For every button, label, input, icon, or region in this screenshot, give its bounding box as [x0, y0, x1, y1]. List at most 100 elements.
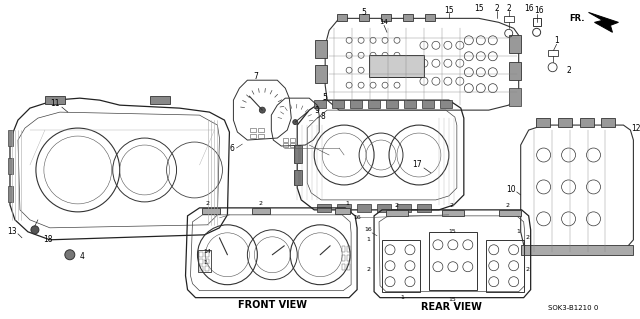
Bar [536, 118, 550, 127]
Text: 15: 15 [444, 6, 454, 15]
Text: 2: 2 [450, 204, 454, 208]
Circle shape [31, 226, 39, 234]
Bar [8, 186, 13, 202]
Bar [8, 158, 13, 174]
Bar [252, 208, 270, 214]
Text: 2: 2 [506, 204, 509, 208]
Text: 16: 16 [353, 215, 361, 220]
Bar [347, 255, 350, 261]
Bar [404, 100, 416, 108]
Text: 9: 9 [315, 106, 319, 115]
Bar [342, 246, 345, 252]
Bar [429, 232, 477, 290]
Text: 1: 1 [345, 201, 349, 206]
Bar [486, 240, 524, 292]
Text: 5: 5 [323, 93, 328, 102]
Text: 2: 2 [366, 267, 370, 272]
Bar [342, 264, 345, 270]
Bar [382, 240, 420, 292]
Bar [259, 134, 264, 138]
Text: 15: 15 [448, 229, 456, 234]
Bar [200, 266, 204, 271]
Text: 4: 4 [79, 252, 84, 261]
Text: 2: 2 [525, 235, 530, 240]
Bar [357, 204, 371, 212]
Bar [200, 259, 204, 264]
Text: 6: 6 [230, 144, 235, 152]
Bar [422, 100, 434, 108]
Circle shape [65, 250, 75, 260]
Text: 2: 2 [259, 201, 262, 206]
Bar [368, 100, 380, 108]
Bar [202, 208, 220, 214]
Text: 15: 15 [448, 297, 456, 302]
Text: 14: 14 [380, 19, 388, 25]
Bar [557, 118, 572, 127]
Bar [347, 246, 350, 252]
Bar [337, 204, 351, 212]
Text: 16: 16 [364, 227, 372, 232]
Bar [294, 170, 302, 185]
Bar [532, 19, 541, 26]
Text: 1: 1 [366, 237, 370, 242]
Bar [397, 204, 411, 212]
Bar [150, 96, 170, 104]
Bar [250, 128, 257, 132]
Text: 10: 10 [506, 185, 516, 194]
Bar [316, 40, 327, 58]
Text: 13: 13 [7, 227, 17, 236]
Bar [350, 100, 362, 108]
Bar [205, 252, 209, 257]
Bar [45, 96, 65, 104]
Bar [205, 259, 209, 264]
Text: FRONT VIEW: FRONT VIEW [238, 300, 307, 310]
Text: 12: 12 [632, 123, 640, 133]
Text: 2: 2 [566, 66, 571, 75]
Bar [250, 134, 257, 138]
Bar [337, 14, 347, 21]
Bar [369, 55, 424, 77]
Text: 14: 14 [204, 249, 211, 254]
Text: REAR VIEW: REAR VIEW [421, 302, 483, 312]
Text: FR.: FR. [569, 14, 584, 23]
Bar [291, 138, 295, 142]
Text: 1: 1 [400, 295, 404, 300]
Text: 2: 2 [525, 267, 530, 272]
Bar [602, 118, 616, 127]
Bar [316, 65, 327, 83]
Text: 2: 2 [394, 204, 398, 208]
Bar [291, 143, 295, 147]
Bar [499, 210, 521, 216]
Text: 5: 5 [362, 8, 367, 17]
Bar [335, 208, 350, 214]
Text: SOK3-B1210 0: SOK3-B1210 0 [548, 305, 599, 311]
Bar [580, 118, 593, 127]
Text: 11: 11 [50, 99, 60, 108]
Bar [504, 16, 514, 22]
Text: 2: 2 [205, 201, 209, 206]
Bar [442, 210, 464, 216]
Bar [381, 14, 391, 21]
Text: 8: 8 [321, 112, 326, 121]
Text: 1: 1 [516, 229, 520, 234]
Text: 2: 2 [506, 4, 511, 13]
Bar [386, 210, 408, 216]
Text: 15: 15 [474, 4, 484, 13]
Bar [509, 35, 521, 53]
Bar [284, 143, 288, 147]
Bar [521, 245, 634, 255]
Circle shape [259, 107, 266, 113]
Bar [200, 252, 204, 257]
Bar [359, 14, 369, 21]
Bar [425, 14, 435, 21]
Text: 17: 17 [412, 160, 422, 169]
Text: 1: 1 [554, 36, 559, 45]
Bar [294, 145, 302, 163]
Bar [198, 250, 211, 272]
Text: 16: 16 [534, 6, 543, 15]
Bar [8, 130, 13, 146]
Bar [205, 266, 209, 271]
Bar [377, 204, 391, 212]
Bar [403, 14, 413, 21]
Bar [342, 255, 345, 261]
